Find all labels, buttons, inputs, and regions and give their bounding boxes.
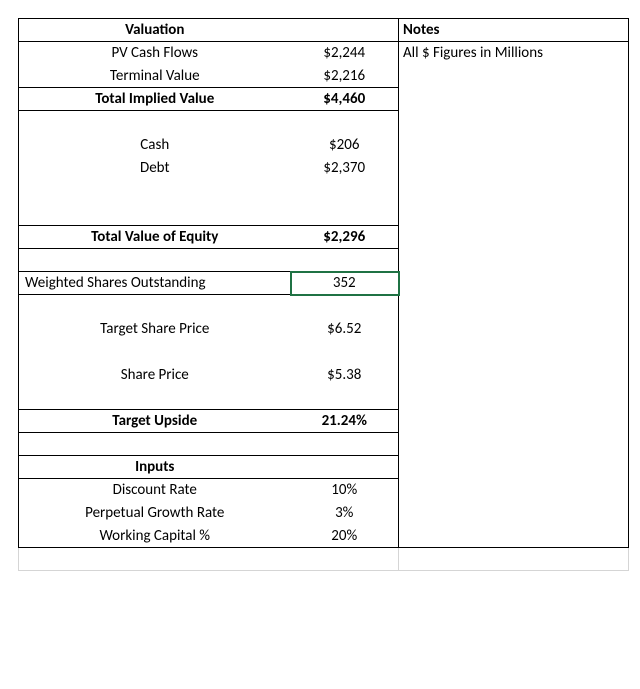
label-implied: Total Implied Value (19, 88, 291, 111)
row-blank (19, 433, 629, 456)
inputs-header: Inputs (19, 456, 291, 479)
empty-cell (399, 433, 629, 456)
row-blank-outside (19, 548, 629, 571)
label-debt: Debt (19, 157, 291, 180)
value-equity[interactable]: $2,296 (291, 226, 399, 249)
value-implied[interactable]: $4,460 (291, 88, 399, 111)
empty-cell (399, 502, 629, 525)
empty-cell (399, 525, 629, 548)
empty-cell (399, 180, 629, 203)
empty-cell (19, 295, 291, 318)
empty-cell (291, 249, 399, 272)
header-row: Valuation Notes (19, 19, 629, 42)
label-upside: Target Upside (19, 410, 291, 433)
row-debt: Debt $2,370 (19, 157, 629, 180)
empty-cell (19, 433, 291, 456)
row-blank (19, 341, 629, 364)
empty-cell (291, 180, 399, 203)
empty-cell (399, 456, 629, 479)
label-disc: Discount Rate (19, 479, 291, 502)
empty-cell (19, 341, 291, 364)
empty-cell (399, 111, 629, 134)
empty-cell (399, 295, 629, 318)
value-pgr[interactable]: 3% (291, 502, 399, 525)
empty-cell (399, 318, 629, 341)
empty-cell (399, 65, 629, 88)
empty-cell (19, 548, 291, 571)
value-wc[interactable]: 20% (291, 525, 399, 548)
row-blank (19, 180, 629, 203)
row-price: Share Price $5.38 (19, 364, 629, 387)
row-cash: Cash $206 (19, 134, 629, 157)
value-upside[interactable]: 21.24% (291, 410, 399, 433)
label-equity: Total Value of Equity (19, 226, 291, 249)
empty-cell (19, 111, 291, 134)
row-implied: Total Implied Value $4,460 (19, 88, 629, 111)
value-terminal[interactable]: $2,216 (291, 65, 399, 88)
empty-cell (399, 364, 629, 387)
notes-header: Notes (399, 19, 629, 42)
label-cash: Cash (19, 134, 291, 157)
valuation-table: Valuation Notes PV Cash Flows $2,244 All… (18, 18, 629, 571)
value-debt[interactable]: $2,370 (291, 157, 399, 180)
empty-cell (291, 341, 399, 364)
empty-cell (399, 341, 629, 364)
empty-cell (399, 272, 629, 295)
notes-text: All $ Figures in Millions (399, 42, 629, 65)
label-terminal: Terminal Value (19, 65, 291, 88)
row-blank (19, 203, 629, 226)
empty-cell (399, 249, 629, 272)
empty-cell (291, 456, 399, 479)
empty-cell (399, 479, 629, 502)
empty-cell (399, 226, 629, 249)
label-pvcf: PV Cash Flows (19, 42, 291, 65)
label-target: Target Share Price (19, 318, 291, 341)
row-blank (19, 111, 629, 134)
value-price[interactable]: $5.38 (291, 364, 399, 387)
row-blank (19, 387, 629, 410)
empty-cell (291, 111, 399, 134)
header-empty-value (291, 19, 399, 42)
empty-cell (291, 295, 399, 318)
empty-cell (399, 88, 629, 111)
row-terminal: Terminal Value $2,216 (19, 65, 629, 88)
row-target: Target Share Price $6.52 (19, 318, 629, 341)
label-wso: Weighted Shares Outstanding (19, 272, 291, 295)
empty-cell (19, 387, 291, 410)
label-wc: Working Capital % (19, 525, 291, 548)
row-inputs-header: Inputs (19, 456, 629, 479)
row-blank (19, 295, 629, 318)
empty-cell (399, 134, 629, 157)
empty-cell (399, 548, 629, 571)
label-price: Share Price (19, 364, 291, 387)
value-disc[interactable]: 10% (291, 479, 399, 502)
value-pvcf[interactable]: $2,244 (291, 42, 399, 65)
row-equity: Total Value of Equity $2,296 (19, 226, 629, 249)
label-pgr: Perpetual Growth Rate (19, 502, 291, 525)
row-wso: Weighted Shares Outstanding 352 (19, 272, 629, 295)
empty-cell (399, 387, 629, 410)
row-upside: Target Upside 21.24% (19, 410, 629, 433)
empty-cell (19, 249, 291, 272)
value-target[interactable]: $6.52 (291, 318, 399, 341)
row-disc: Discount Rate 10% (19, 479, 629, 502)
empty-cell (399, 203, 629, 226)
empty-cell (291, 548, 399, 571)
empty-cell (19, 180, 291, 203)
empty-cell (19, 203, 291, 226)
empty-cell (291, 387, 399, 410)
empty-cell (399, 410, 629, 433)
row-wc: Working Capital % 20% (19, 525, 629, 548)
valuation-header: Valuation (19, 19, 291, 42)
value-cash[interactable]: $206 (291, 134, 399, 157)
spreadsheet-sheet: Valuation Notes PV Cash Flows $2,244 All… (0, 0, 640, 689)
empty-cell (399, 157, 629, 180)
row-pvcf: PV Cash Flows $2,244 All $ Figures in Mi… (19, 42, 629, 65)
empty-cell (291, 433, 399, 456)
row-blank (19, 249, 629, 272)
value-wso[interactable]: 352 (291, 272, 399, 295)
empty-cell (291, 203, 399, 226)
row-pgr: Perpetual Growth Rate 3% (19, 502, 629, 525)
